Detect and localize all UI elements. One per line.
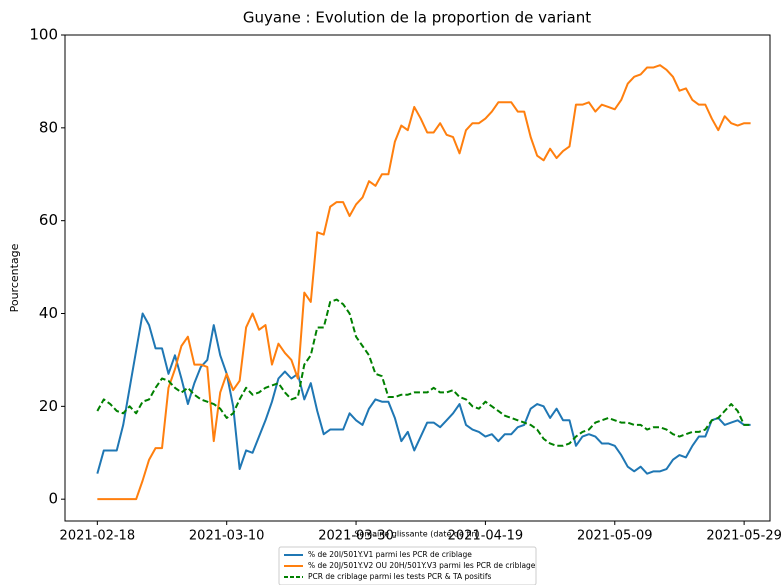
x-tick-label: 2021-04-19	[448, 529, 524, 544]
series-line	[96, 298, 751, 447]
series-line	[97, 64, 751, 501]
series-line	[96, 312, 751, 475]
x-axis-label: Semaine glissante (date de fin)	[354, 530, 479, 539]
x-tick-label: 2021-02-18	[60, 529, 136, 544]
y-tick-label: 20	[39, 397, 58, 415]
legend-label: PCR de criblage parmi les tests PCR & TA…	[308, 572, 491, 581]
legend-label: % de 20J/501Y.V2 OU 20H/501Y.V3 parmi le…	[308, 561, 536, 570]
x-tick-label: 2021-05-09	[577, 529, 653, 544]
y-tick-label: 40	[39, 304, 58, 322]
y-tick-label: 80	[39, 118, 58, 136]
x-tick-label: 2021-05-29	[706, 529, 781, 544]
legend-box	[278, 546, 537, 585]
x-tick-label: 2021-03-30	[318, 529, 394, 544]
legend-label: % de 20I/501Y.V1 parmi les PCR de cribla…	[308, 550, 472, 559]
plot-frame	[64, 34, 771, 522]
chart-title: Guyane : Evolution de la proportion de v…	[243, 9, 591, 27]
y-tick-label: 60	[39, 211, 58, 229]
y-axis-label: Pourcentage	[8, 243, 21, 312]
y-tick-label: 100	[29, 26, 58, 44]
x-tick-label: 2021-03-10	[189, 529, 265, 544]
y-tick-label: 0	[48, 490, 58, 508]
